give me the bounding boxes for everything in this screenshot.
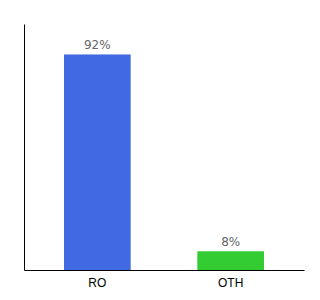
- x-axis-line: [25, 270, 305, 271]
- plot: RO OTH 92% 8%: [25, 25, 305, 290]
- data-label: 8%: [221, 235, 240, 249]
- data-label: 92%: [84, 38, 111, 52]
- y-axis: [24, 25, 25, 271]
- bar: [64, 54, 131, 270]
- x-tick: OTH: [218, 276, 243, 290]
- x-axis: RO OTH: [25, 271, 305, 290]
- chart: RO OTH 92% 8%: [0, 0, 320, 300]
- x-tick: RO: [88, 276, 106, 290]
- x-tick-label: OTH: [218, 276, 243, 290]
- data-labels: 92% 8%: [84, 38, 240, 249]
- y-axis-line: [24, 25, 25, 271]
- bars: [64, 54, 264, 270]
- bar: [197, 251, 264, 270]
- x-tick-label: RO: [88, 276, 106, 290]
